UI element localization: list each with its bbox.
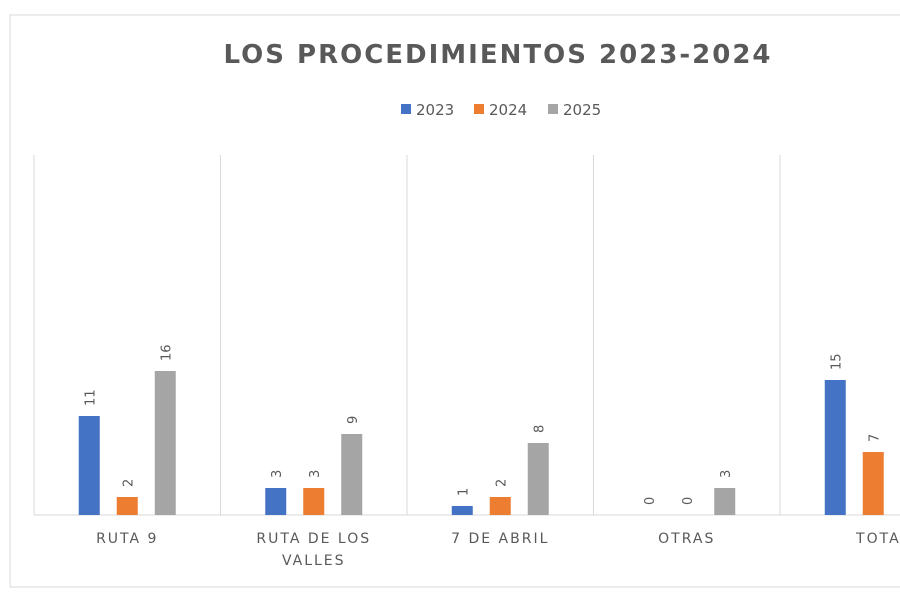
data-label: 3 bbox=[270, 470, 285, 478]
bar-2023 bbox=[78, 416, 100, 515]
legend-label-2023: 2023 bbox=[416, 101, 454, 119]
legend-label-2025: 2025 bbox=[563, 101, 601, 119]
category-label: RUTA DE LOS bbox=[256, 531, 371, 547]
category-label: VALLES bbox=[282, 553, 346, 569]
data-label: 16 bbox=[159, 344, 174, 361]
data-label: 1 bbox=[456, 488, 471, 496]
data-label: 7 bbox=[867, 434, 882, 442]
chart-border bbox=[9, 14, 900, 588]
bar-2023 bbox=[265, 488, 287, 515]
bar-2025 bbox=[714, 488, 736, 515]
bar-2024 bbox=[303, 488, 325, 515]
data-label: 15 bbox=[829, 353, 844, 370]
data-label: 8 bbox=[532, 425, 547, 433]
category-axis: RUTA 9 RUTA DE LOS VALLES 7 DE ABRIL OTRAS TO… bbox=[96, 531, 900, 569]
data-label: 2 bbox=[121, 479, 136, 487]
bar-2024 bbox=[116, 497, 138, 515]
data-label: 2 bbox=[494, 479, 509, 487]
data-label: 0 bbox=[681, 497, 696, 505]
chart-title: LOS PROCEDIMIENTOS 2023-2024 bbox=[224, 40, 773, 70]
bar-2023 bbox=[824, 380, 846, 515]
category-label: RUTA 9 bbox=[96, 531, 158, 547]
category-label: OTRAS bbox=[658, 531, 715, 547]
legend-swatch-2023 bbox=[401, 104, 411, 114]
bar-2024 bbox=[489, 497, 511, 515]
data-label: 3 bbox=[719, 470, 734, 478]
data-label: 9 bbox=[346, 416, 361, 424]
bar-2024 bbox=[862, 452, 884, 515]
data-label: 11 bbox=[83, 389, 98, 406]
data-label: 0 bbox=[643, 497, 658, 505]
legend-label-2024: 2024 bbox=[489, 101, 527, 119]
bar-2025 bbox=[527, 443, 549, 515]
data-labels: 11 2 16 3 3 9 1 2 8 0 0 3 15 7 bbox=[83, 344, 882, 505]
category-label: TOTAL bbox=[855, 531, 900, 547]
bar-2023 bbox=[451, 506, 473, 515]
bar-2025 bbox=[341, 434, 363, 515]
legend-swatch-2025 bbox=[548, 104, 558, 114]
category-label: 7 DE ABRIL bbox=[451, 531, 549, 547]
legend: 2023 2024 2025 bbox=[401, 101, 601, 119]
bar-2025 bbox=[154, 371, 176, 515]
data-label: 3 bbox=[308, 470, 323, 478]
bars bbox=[78, 371, 884, 515]
legend-swatch-2024 bbox=[474, 104, 484, 114]
